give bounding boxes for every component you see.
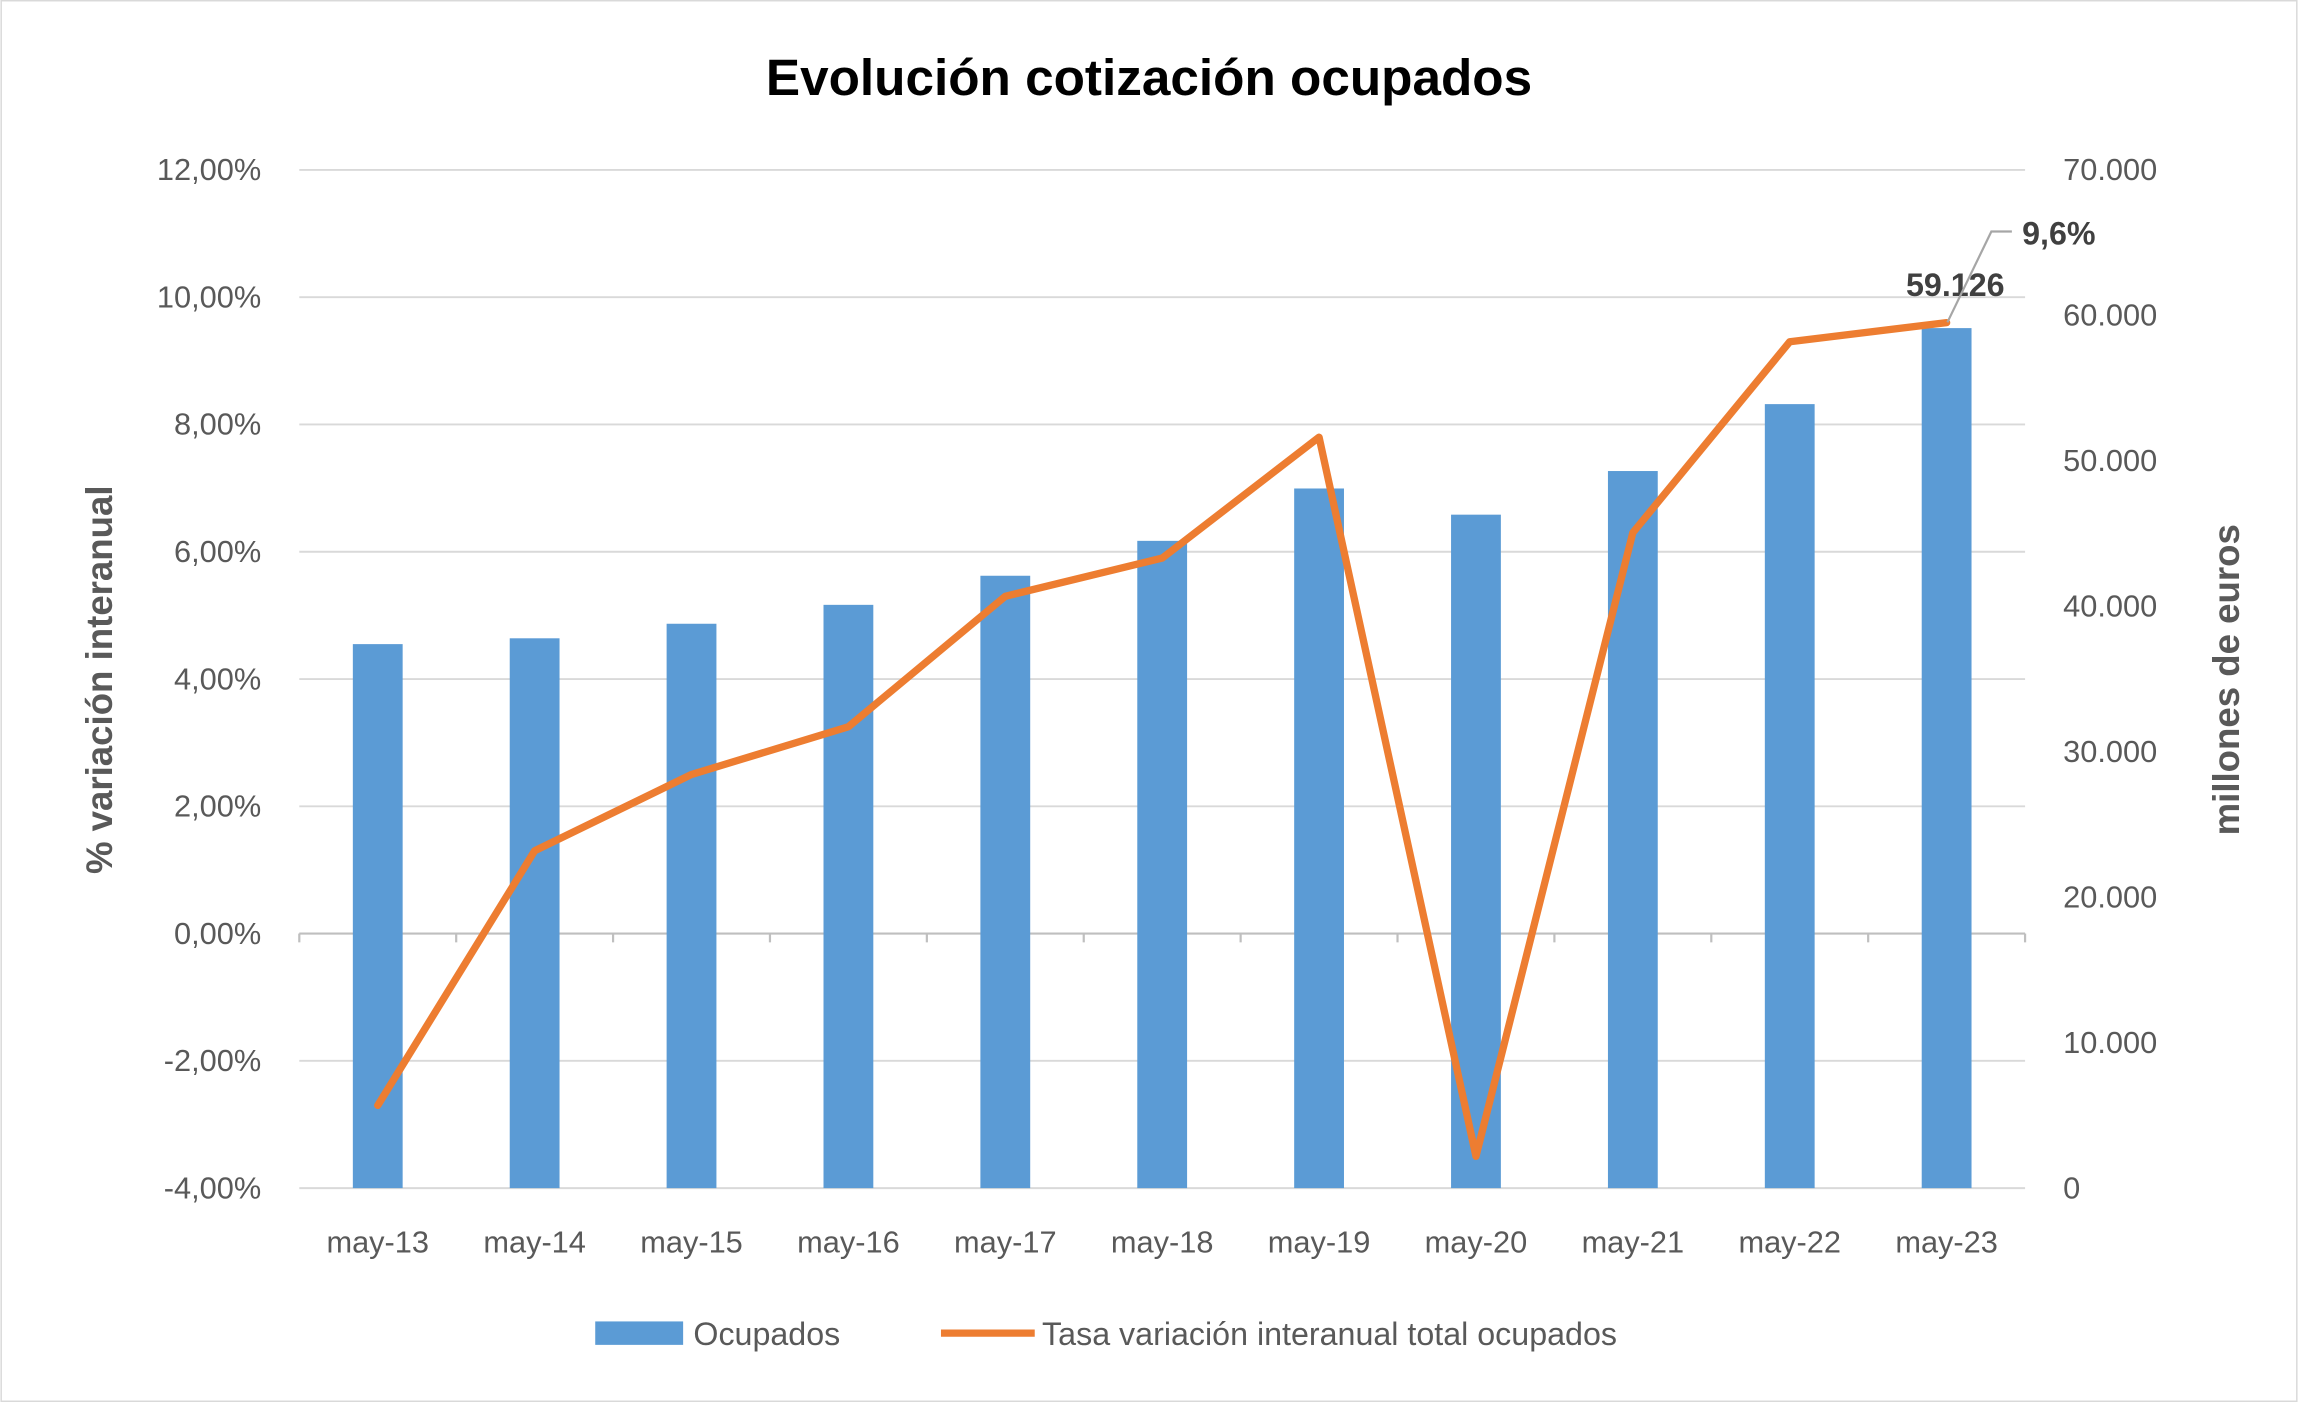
bar-may-14	[509, 638, 560, 1189]
bar-may-15	[666, 623, 717, 1189]
bar-data-label: 59.126	[1906, 267, 2005, 303]
leader-line	[1946, 230, 2012, 323]
right-tick-label: 50.000	[2063, 443, 2157, 478]
bar-may-23	[1921, 328, 1972, 1189]
x-tick-label: may-20	[1425, 1225, 1528, 1260]
left-tick-label: 2,00%	[174, 789, 261, 824]
left-tick-label: 0,00%	[174, 916, 261, 951]
legend-label-tasa: Tasa variación interanual total ocupados	[1042, 1316, 1617, 1352]
x-tick-label: may-18	[1111, 1225, 1214, 1260]
x-tick-label: may-23	[1895, 1225, 1998, 1260]
right-axis-ticks: 70.000 60.000 50.000 40.000 30.000 20.000 10.0…	[2063, 152, 2157, 1205]
right-tick-label: 10.000	[2063, 1025, 2157, 1060]
left-tick-label: 8,00%	[174, 407, 261, 442]
bar-may-19	[1294, 488, 1344, 1189]
left-tick-label: 6,00%	[174, 534, 261, 569]
left-axis-label: % variación interanual	[79, 485, 120, 874]
left-tick-label: 12,00%	[157, 152, 261, 187]
bar-may-16	[823, 604, 874, 1189]
left-tick-label: 10,00%	[157, 279, 261, 314]
right-tick-label: 40.000	[2063, 589, 2157, 624]
x-axis-ticks: may-13 may-14 may-15 may-16 may-17 may-18 may-…	[326, 1225, 1997, 1260]
left-tick-label: 4,00%	[174, 661, 261, 696]
left-axis-ticks: 12,00% 10,00% 8,00% 6,00% 4,00% 2,00% 0,00% -2,…	[157, 152, 261, 1205]
x-tick-label: may-13	[326, 1225, 429, 1260]
bar-may-17	[980, 575, 1031, 1189]
x-tick-label: may-22	[1738, 1225, 1841, 1260]
x-tick-label: may-19	[1268, 1225, 1371, 1260]
left-tick-label: -4,00%	[164, 1170, 261, 1205]
x-tick-label: may-21	[1582, 1225, 1685, 1260]
right-tick-label: 70.000	[2063, 152, 2157, 187]
bar-may-18	[1137, 540, 1188, 1189]
right-tick-label: 20.000	[2063, 879, 2157, 914]
right-tick-label: 30.000	[2063, 734, 2157, 769]
x-tick-label: may-17	[954, 1225, 1057, 1260]
right-tick-label: 0	[2063, 1170, 2080, 1205]
line-data-label: 9,6%	[2022, 216, 2095, 252]
x-tick-label: may-14	[483, 1225, 586, 1260]
x-tick-label: may-16	[797, 1225, 900, 1260]
chart-title: Evolución cotización ocupados	[766, 49, 1532, 106]
legend-label-ocupados: Ocupados	[693, 1316, 840, 1352]
bar-may-21	[1607, 471, 1658, 1189]
left-tick-label: -2,00%	[164, 1043, 261, 1078]
right-tick-label: 60.000	[2063, 298, 2157, 333]
legend-swatch-ocupados	[595, 1321, 684, 1345]
right-axis-label: millones de euros	[2206, 524, 2247, 835]
bar-may-13	[352, 644, 403, 1189]
x-tick-label: may-15	[640, 1225, 743, 1260]
legend: Ocupados Tasa variación interanual total…	[595, 1316, 1617, 1352]
bar-may-22	[1764, 404, 1815, 1189]
line-series	[374, 319, 1951, 1160]
